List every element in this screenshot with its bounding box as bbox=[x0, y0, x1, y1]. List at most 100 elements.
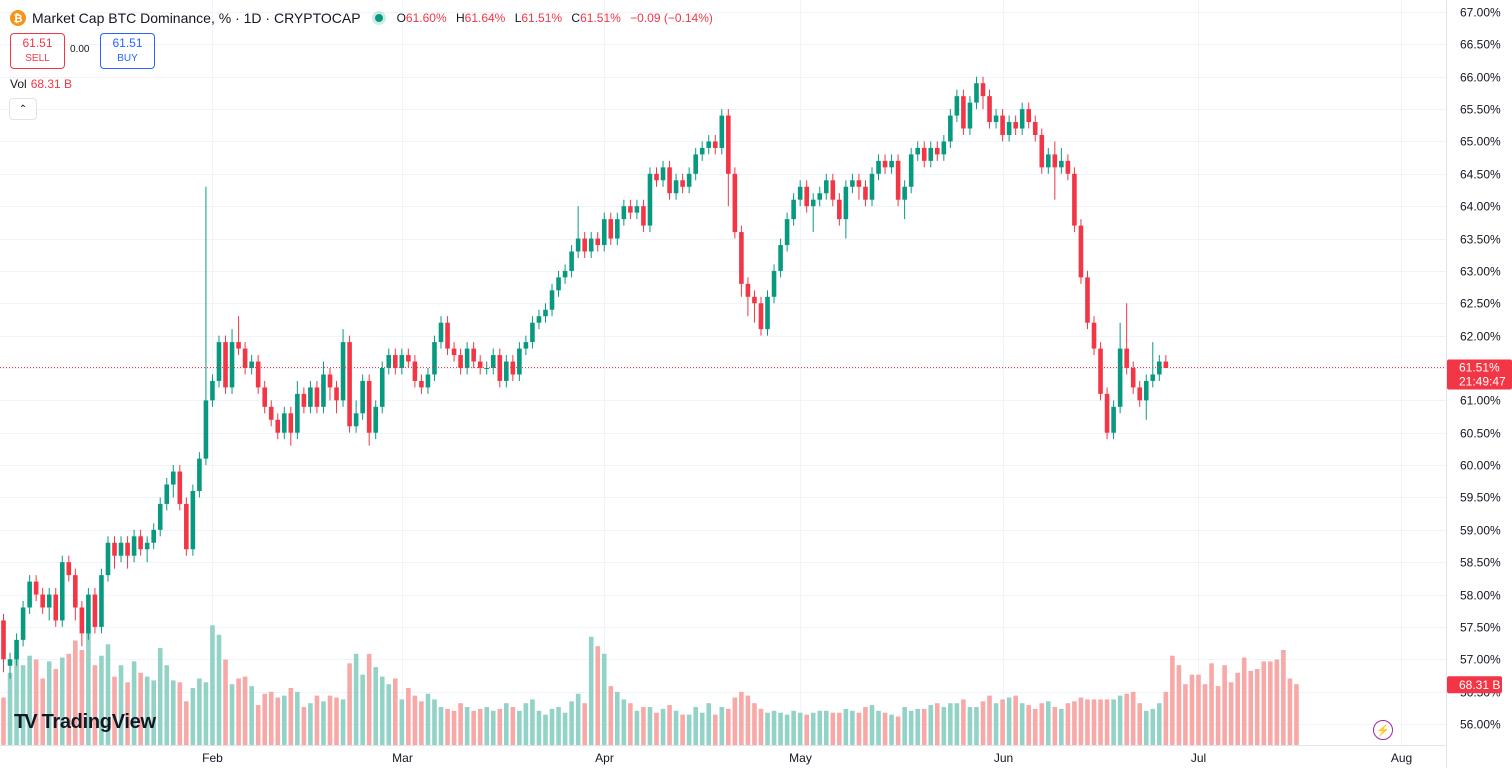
volume-bar bbox=[1046, 701, 1051, 745]
candle-body bbox=[105, 542, 111, 576]
volume-bar bbox=[549, 708, 555, 745]
candle-body bbox=[268, 406, 274, 420]
volume-bar bbox=[27, 655, 32, 745]
volume-bar bbox=[797, 712, 803, 745]
volume-bar bbox=[484, 707, 490, 745]
collapse-legend-button[interactable]: ⌃ bbox=[9, 98, 37, 120]
candle-body bbox=[20, 607, 26, 640]
volume-bar bbox=[980, 701, 986, 745]
candle-body bbox=[1150, 374, 1156, 381]
volume-bar bbox=[517, 710, 522, 745]
candle-body bbox=[660, 167, 666, 181]
sell-button[interactable]: 61.51 SELL bbox=[10, 33, 65, 69]
bolt-glyph: ⚡ bbox=[1376, 724, 1390, 737]
volume-bar bbox=[660, 708, 666, 745]
volume-bar bbox=[778, 712, 783, 745]
open-value: 61.60% bbox=[405, 11, 447, 25]
close-value: 61.51% bbox=[580, 11, 621, 25]
candle-body bbox=[393, 355, 398, 368]
volume-bar bbox=[1104, 699, 1110, 745]
time-axis[interactable]: Feb Mar Apr May Jun Jul Aug bbox=[202, 751, 1412, 765]
candle-body bbox=[170, 471, 176, 485]
candle-body bbox=[262, 387, 267, 407]
candle-body bbox=[634, 206, 640, 213]
volume-bar bbox=[523, 703, 529, 745]
candle-body bbox=[236, 342, 241, 349]
candle-body bbox=[484, 368, 490, 369]
tradingview-logo[interactable]: TV TradingView bbox=[14, 711, 156, 734]
candle-body bbox=[902, 186, 907, 200]
volume-bar bbox=[151, 680, 156, 745]
candle-body bbox=[608, 219, 614, 239]
volume-bar bbox=[295, 691, 300, 745]
volume-bar bbox=[974, 707, 979, 745]
volume-bar bbox=[1059, 708, 1064, 745]
volume-bar bbox=[837, 712, 842, 745]
volume-bar bbox=[432, 699, 437, 745]
volume-bar bbox=[112, 676, 117, 745]
volume-bar bbox=[934, 703, 940, 745]
volume-bar bbox=[784, 714, 790, 745]
candle-body bbox=[719, 115, 725, 148]
volume-bar bbox=[347, 663, 352, 745]
volume-bar bbox=[928, 705, 934, 745]
volume-bar bbox=[210, 625, 215, 745]
volume-bar bbox=[177, 682, 183, 745]
candle-body bbox=[778, 245, 783, 271]
volume-bar bbox=[255, 705, 261, 745]
volume-bar bbox=[184, 701, 189, 745]
candle-body bbox=[386, 355, 392, 368]
candle-body bbox=[118, 542, 124, 556]
volume-bar bbox=[562, 712, 568, 745]
candle-body bbox=[582, 238, 587, 252]
price-tick-label: 66.50% bbox=[1460, 38, 1501, 52]
volume-bar bbox=[197, 678, 202, 745]
volume-bar bbox=[1196, 674, 1201, 745]
volume-bar bbox=[79, 650, 85, 745]
volume-bar bbox=[680, 714, 685, 745]
candle-body bbox=[255, 361, 261, 388]
volume-bar bbox=[543, 714, 548, 745]
volume-bar bbox=[412, 695, 418, 745]
candle-body bbox=[1078, 225, 1084, 278]
candle-body bbox=[112, 542, 117, 556]
buy-label: BUY bbox=[117, 53, 138, 64]
candle-body bbox=[771, 270, 777, 297]
volume-bar bbox=[641, 707, 646, 745]
candle-body bbox=[366, 380, 372, 433]
volume-bar bbox=[464, 707, 470, 745]
volume-bar bbox=[406, 688, 411, 745]
volume-bar bbox=[810, 712, 816, 745]
candle-body bbox=[1085, 277, 1090, 323]
candle-body bbox=[510, 361, 516, 375]
last-volume-tag: 68.31 B bbox=[1447, 676, 1502, 694]
volume-bar bbox=[601, 653, 607, 745]
candle-body bbox=[1091, 322, 1097, 349]
volume-bar bbox=[1072, 701, 1077, 745]
candle-body bbox=[464, 348, 470, 368]
candle-body bbox=[197, 458, 202, 491]
volume-bar bbox=[144, 676, 150, 745]
candle-body bbox=[869, 173, 875, 200]
candle-body bbox=[882, 160, 888, 168]
candle-body bbox=[784, 219, 790, 246]
candle-body bbox=[876, 160, 881, 174]
candle-body bbox=[791, 199, 796, 220]
bolt-icon[interactable]: ⚡ bbox=[1373, 720, 1393, 740]
price-tick-label: 60.50% bbox=[1460, 427, 1501, 441]
candle-body bbox=[993, 115, 999, 123]
candle-body bbox=[281, 413, 287, 433]
price-tick-label: 65.50% bbox=[1460, 103, 1501, 117]
candle-body bbox=[360, 380, 365, 414]
symbol-title[interactable]: Market Cap BTC Dominance, % · 1D · CRYPT… bbox=[32, 10, 361, 26]
candle-body bbox=[523, 342, 529, 349]
buy-button[interactable]: 61.51 BUY bbox=[100, 33, 155, 69]
volume-bar bbox=[1032, 708, 1038, 745]
volume-bar bbox=[249, 686, 254, 745]
volume-bar bbox=[739, 691, 744, 745]
candle-body bbox=[451, 348, 457, 356]
volume-bar bbox=[1209, 663, 1214, 745]
candle-body bbox=[347, 342, 352, 427]
volume-bar bbox=[1261, 661, 1267, 745]
